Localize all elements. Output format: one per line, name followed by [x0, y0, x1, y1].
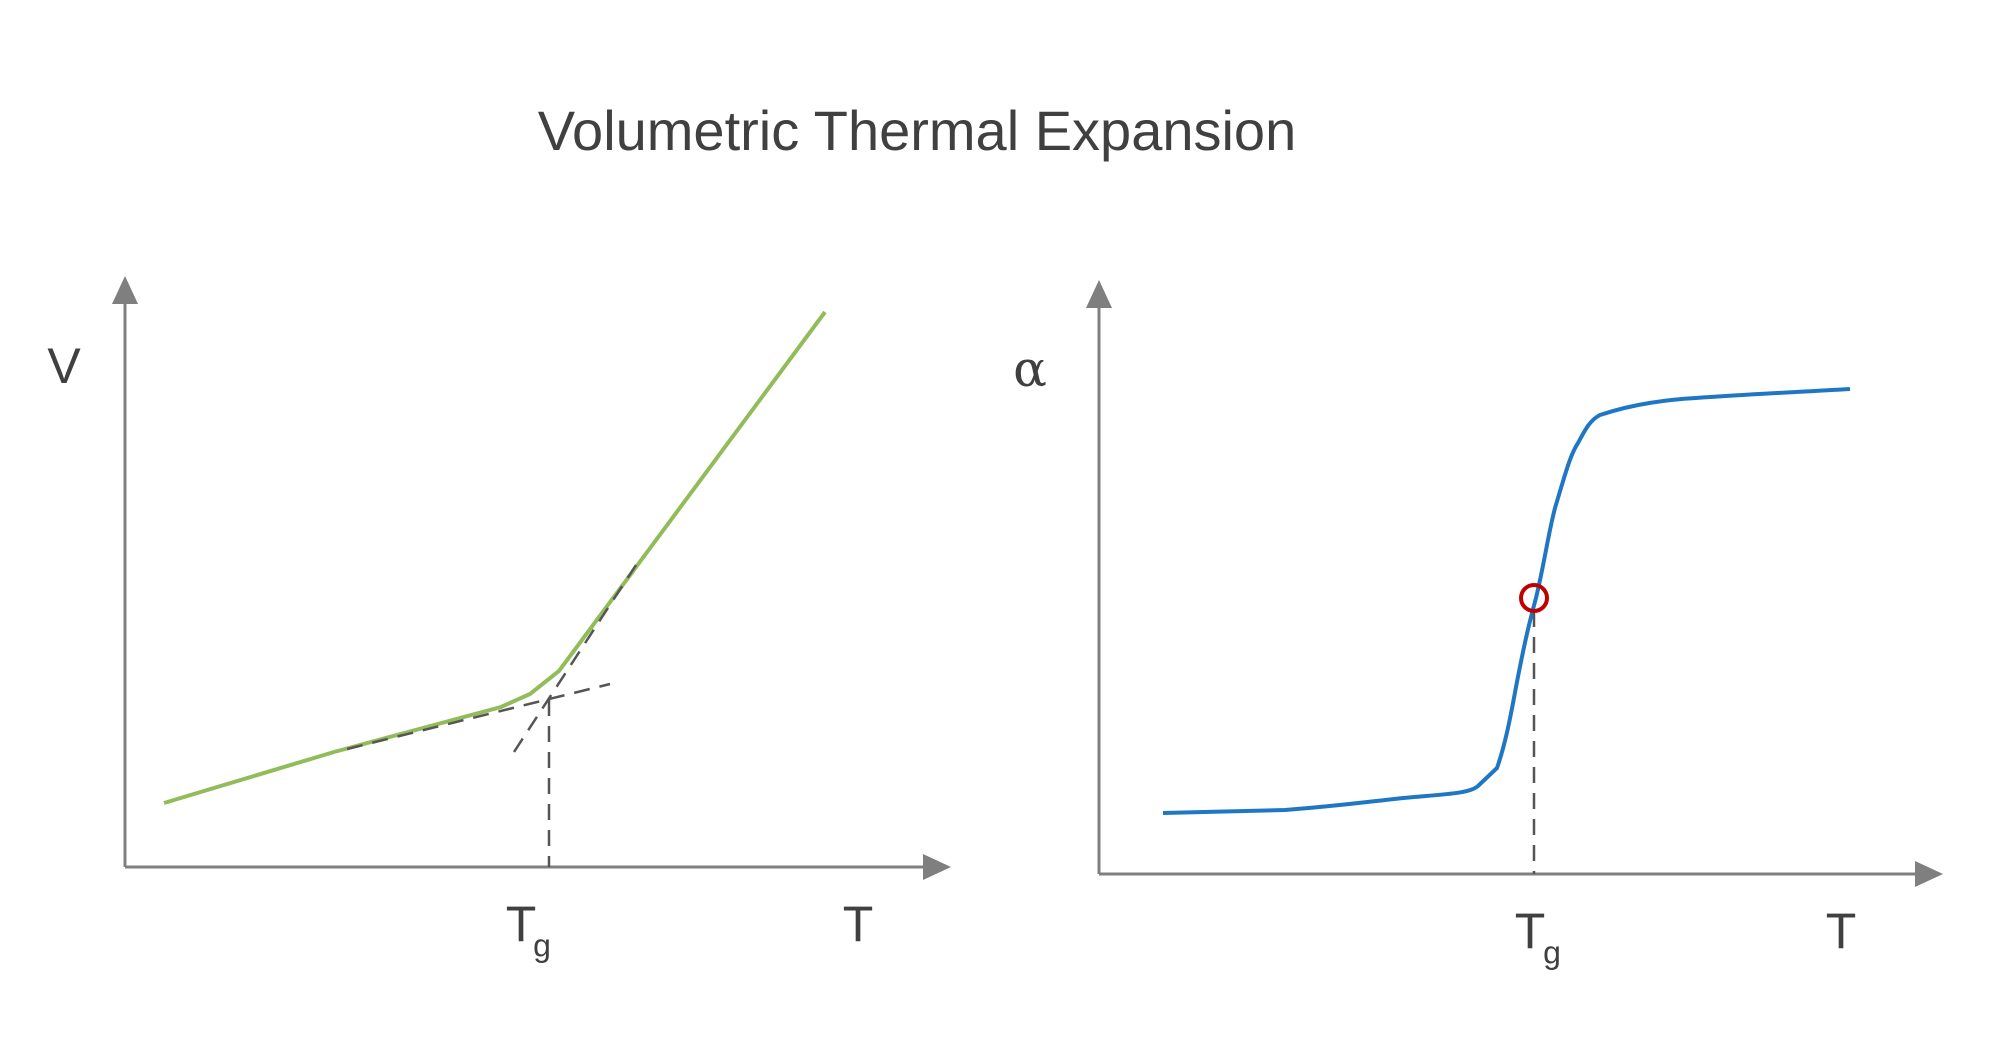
tg-point — [1519, 583, 1549, 613]
x-label: T — [843, 896, 874, 952]
tg-subscript: g — [1543, 934, 1561, 970]
volume-curve — [163, 310, 827, 805]
y-label: V — [47, 338, 81, 394]
tg-subscript: g — [533, 927, 551, 963]
x-arrow — [923, 854, 951, 880]
right-panel: α T T g — [1013, 280, 1943, 970]
y-arrow — [112, 276, 138, 304]
title: Volumetric Thermal Expansion — [538, 99, 1296, 162]
x-arrow — [1915, 861, 1943, 887]
y-label: α — [1013, 340, 1047, 398]
y-arrow — [1086, 280, 1112, 308]
melt-tangent — [512, 564, 638, 753]
tg-label: T — [506, 896, 537, 952]
left-panel: V T T g — [47, 276, 951, 963]
alpha-curve — [1162, 387, 1851, 815]
glass-tangent — [346, 682, 611, 751]
x-label: T — [1826, 903, 1857, 959]
tg-label: T — [1515, 903, 1546, 959]
